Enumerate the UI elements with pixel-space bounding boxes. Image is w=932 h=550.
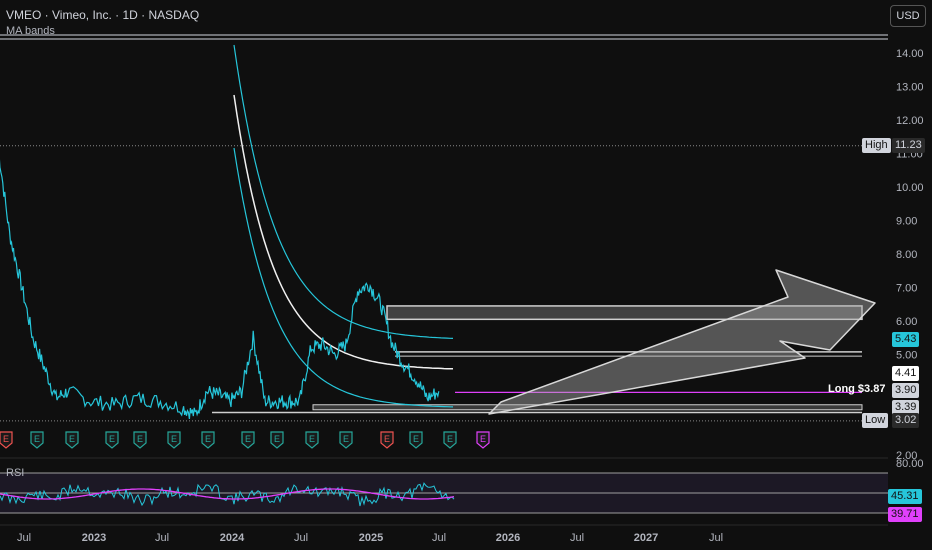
earnings-marker: E — [409, 431, 423, 449]
price-tick-label: 6.00 — [896, 316, 917, 328]
earnings-badge — [339, 431, 353, 449]
earnings-badge — [167, 431, 181, 449]
time-tick-label: Jul — [709, 532, 723, 544]
price-tag: 3.02 — [892, 412, 920, 428]
rsi-ma-line — [0, 488, 455, 500]
trend-arrow — [488, 269, 876, 415]
earnings-letter: E — [274, 434, 280, 444]
earnings-badge — [65, 431, 79, 449]
earnings-letter: E — [309, 434, 315, 444]
time-tick-label: Jul — [294, 532, 308, 544]
price-tag: 5.43 — [892, 332, 920, 348]
price-tick-label: 7.00 — [896, 283, 917, 295]
earnings-letter: E — [343, 434, 349, 444]
earnings-marker: E — [305, 431, 319, 449]
earnings-letter: E — [447, 434, 453, 444]
earnings-letter: E — [109, 434, 115, 444]
earnings-letter: E — [480, 434, 486, 444]
price-tag: 3.39 — [892, 400, 920, 416]
earnings-marker: E — [201, 431, 215, 449]
earnings-letter: E — [171, 434, 177, 444]
earnings-marker: E — [380, 431, 394, 449]
earnings-marker: E — [65, 431, 79, 449]
ma-band-center — [233, 94, 453, 370]
time-tick-label: 2025 — [359, 532, 383, 544]
price-tick-label: 10.00 — [896, 182, 924, 194]
earnings-badge — [201, 431, 215, 449]
earnings-marker: E — [476, 431, 490, 449]
earnings-marker: E — [270, 431, 284, 449]
long-position-label: Long $3.87 — [828, 383, 886, 395]
price-tick-label: 5.00 — [896, 350, 917, 362]
earnings-badge — [443, 431, 457, 449]
rsi-value-tag: 45.31 — [888, 489, 922, 504]
ma-band-upper — [233, 44, 454, 339]
time-tick-label: 2023 — [82, 532, 106, 544]
earnings-badge — [105, 431, 119, 449]
symbol-title: VMEO · Vimeo, Inc. · 1D · NASDAQ — [6, 8, 200, 22]
price-tag: 3.90 — [892, 383, 920, 399]
earnings-marker: E — [241, 431, 255, 449]
time-tick-label: 2024 — [220, 532, 245, 544]
earnings-badge — [30, 431, 44, 449]
rsi-title: RSI — [6, 467, 25, 479]
rsi-tick-label: 80.00 — [896, 458, 924, 470]
earnings-letter: E — [3, 434, 9, 444]
earnings-badge — [0, 431, 13, 449]
price-tick-label: 9.00 — [896, 216, 917, 228]
time-tick-label: Jul — [17, 532, 31, 544]
price-tick-label: 12.00 — [896, 115, 924, 127]
price-tick-label: 8.00 — [896, 249, 917, 261]
earnings-marker: E — [339, 431, 353, 449]
time-tick-label: Jul — [432, 532, 446, 544]
price-tag: 11.23 — [892, 137, 925, 153]
earnings-letter: E — [34, 434, 40, 444]
price-tag-label: Low — [862, 412, 889, 428]
currency-button[interactable]: USD — [890, 5, 926, 27]
indicator-name: MA bands — [6, 25, 55, 37]
earnings-letter: E — [413, 434, 419, 444]
time-tick-label: Jul — [155, 532, 169, 544]
earnings-letter: E — [245, 434, 251, 444]
time-tick-label: Jul — [570, 532, 584, 544]
ma-band-lower — [233, 147, 454, 408]
earnings-badge — [133, 431, 147, 449]
price-tick-label: 2.00 — [896, 450, 917, 462]
earnings-marker: E — [133, 431, 147, 449]
price-tag: 4.41 — [892, 366, 920, 382]
earnings-marker: E — [105, 431, 119, 449]
resistance-zone — [386, 305, 863, 321]
rsi-value-tag: 39.71 — [888, 507, 922, 522]
earnings-marker: E — [0, 431, 13, 449]
earnings-marker: E — [443, 431, 457, 449]
price-line — [0, 159, 440, 419]
earnings-letter: E — [205, 434, 211, 444]
earnings-badge — [305, 431, 319, 449]
support-zone — [312, 404, 863, 411]
price-tick-label: 14.00 — [896, 48, 924, 60]
price-tag-label: High — [862, 137, 891, 153]
earnings-letter: E — [69, 434, 75, 444]
earnings-badge — [476, 431, 490, 449]
earnings-badge — [270, 431, 284, 449]
time-tick-label: 2026 — [496, 532, 520, 544]
earnings-badge — [241, 431, 255, 449]
earnings-marker: E — [30, 431, 44, 449]
earnings-badge — [380, 431, 394, 449]
price-tick-label: 13.00 — [896, 82, 924, 94]
earnings-letter: E — [384, 434, 390, 444]
earnings-marker: E — [167, 431, 181, 449]
earnings-letter: E — [137, 434, 143, 444]
earnings-badge — [409, 431, 423, 449]
time-tick-label: 2027 — [634, 532, 658, 544]
